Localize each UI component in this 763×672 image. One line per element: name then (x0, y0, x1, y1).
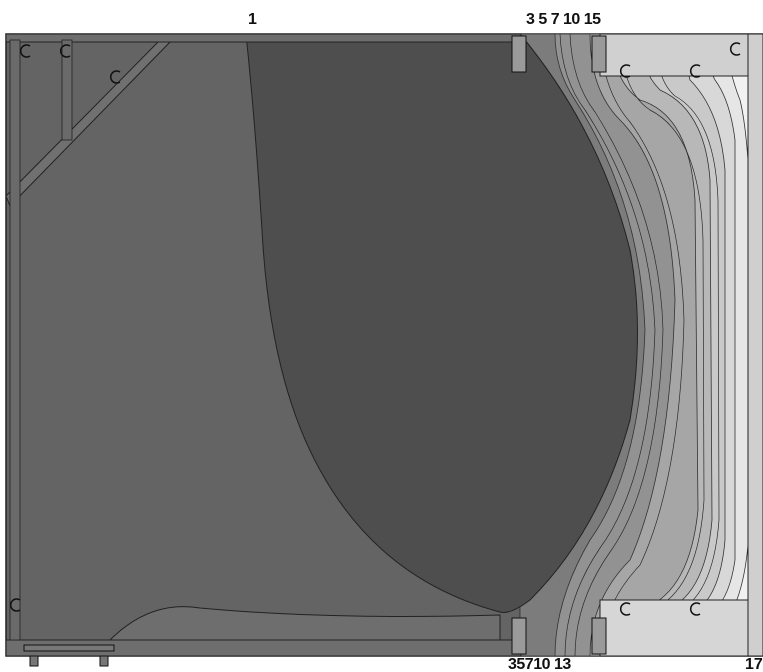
bottom-right-profile (599, 599, 763, 657)
right-sash (747, 33, 763, 657)
edge-seals (511, 35, 607, 655)
label-bottom-edge: 17 (745, 656, 763, 672)
left-mullion (9, 39, 21, 641)
left-inner-post (61, 39, 73, 141)
bottom-curved-profile (108, 606, 501, 641)
label-top-right: 3 5 7 10 15 (526, 11, 601, 28)
top-profile (5, 33, 522, 43)
profile-hooks (10, 42, 741, 616)
core-region (245, 33, 638, 613)
label-bottom-right: 35710 13 (508, 656, 571, 672)
label-top-left: 1 (248, 11, 257, 28)
bottom-hardware (23, 644, 115, 667)
